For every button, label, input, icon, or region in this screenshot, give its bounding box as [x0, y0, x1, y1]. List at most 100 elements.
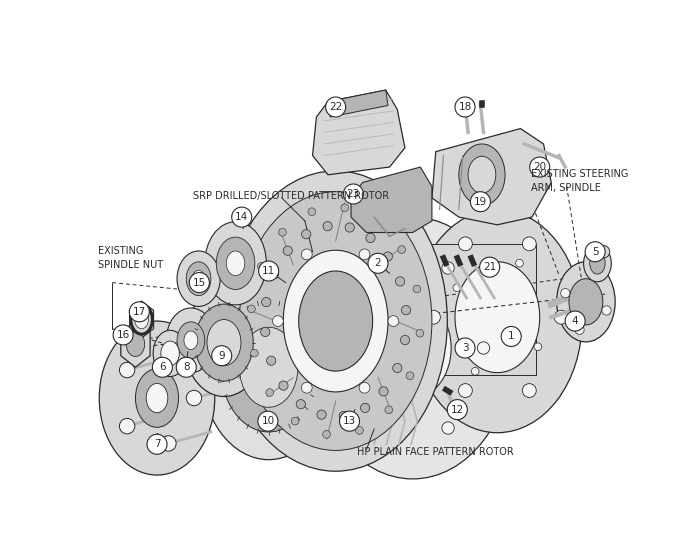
Circle shape	[232, 207, 252, 227]
Circle shape	[161, 345, 176, 360]
Circle shape	[534, 343, 542, 350]
Circle shape	[147, 434, 167, 454]
Ellipse shape	[589, 253, 606, 274]
Text: EXISTING STEERING
ARM, SPINDLE: EXISTING STEERING ARM, SPINDLE	[531, 169, 629, 193]
Circle shape	[360, 403, 370, 412]
Circle shape	[291, 417, 299, 425]
Ellipse shape	[569, 278, 603, 325]
Text: 18: 18	[458, 102, 472, 112]
Circle shape	[339, 411, 349, 421]
Polygon shape	[432, 128, 552, 225]
Ellipse shape	[135, 369, 178, 427]
Circle shape	[565, 311, 585, 331]
Circle shape	[480, 257, 500, 277]
Circle shape	[359, 249, 370, 260]
Circle shape	[302, 229, 311, 239]
Circle shape	[453, 284, 461, 291]
Text: 16: 16	[116, 330, 130, 340]
Ellipse shape	[184, 288, 264, 397]
Circle shape	[283, 246, 293, 256]
Polygon shape	[312, 90, 405, 175]
Ellipse shape	[207, 320, 241, 365]
Circle shape	[344, 184, 363, 204]
Text: 11: 11	[262, 266, 275, 276]
Circle shape	[602, 306, 611, 315]
Circle shape	[598, 246, 610, 258]
Circle shape	[262, 297, 271, 307]
Ellipse shape	[239, 192, 432, 450]
Circle shape	[258, 261, 279, 281]
Text: 12: 12	[451, 405, 464, 415]
Text: 14: 14	[235, 212, 248, 222]
Circle shape	[113, 325, 133, 345]
Circle shape	[186, 391, 202, 406]
Circle shape	[477, 342, 490, 354]
Circle shape	[359, 382, 370, 393]
Text: 21: 21	[483, 262, 496, 272]
Circle shape	[251, 349, 258, 357]
Text: HP PLAIN FACE PATTERN ROTOR: HP PLAIN FACE PATTERN ROTOR	[357, 447, 514, 457]
Circle shape	[120, 418, 135, 434]
Circle shape	[554, 310, 568, 324]
Polygon shape	[351, 167, 432, 233]
Ellipse shape	[459, 144, 505, 205]
Circle shape	[120, 362, 135, 378]
Circle shape	[296, 400, 305, 409]
Circle shape	[258, 263, 265, 270]
Text: 19: 19	[474, 197, 487, 206]
Ellipse shape	[99, 321, 215, 475]
Ellipse shape	[556, 262, 615, 342]
Circle shape	[379, 387, 389, 396]
Ellipse shape	[161, 341, 179, 365]
Ellipse shape	[239, 327, 298, 407]
Circle shape	[385, 406, 393, 413]
Circle shape	[416, 329, 423, 337]
Circle shape	[516, 259, 524, 267]
Circle shape	[455, 97, 475, 117]
Polygon shape	[130, 301, 153, 338]
Ellipse shape	[221, 302, 316, 432]
Circle shape	[302, 382, 312, 393]
Circle shape	[267, 356, 276, 365]
Text: 6: 6	[159, 362, 166, 372]
Ellipse shape	[224, 171, 447, 471]
Circle shape	[398, 246, 405, 253]
Polygon shape	[328, 90, 388, 117]
Circle shape	[279, 381, 288, 390]
Text: 7: 7	[154, 439, 160, 449]
Circle shape	[368, 253, 388, 273]
Ellipse shape	[312, 217, 512, 479]
Circle shape	[470, 192, 491, 211]
Text: 2: 2	[374, 258, 382, 268]
Circle shape	[176, 357, 196, 377]
Text: 20: 20	[533, 162, 546, 172]
Circle shape	[248, 305, 256, 312]
Ellipse shape	[299, 271, 372, 371]
Text: 23: 23	[346, 189, 360, 199]
Circle shape	[279, 228, 286, 236]
Circle shape	[471, 367, 479, 375]
Circle shape	[372, 217, 380, 225]
Ellipse shape	[193, 270, 204, 287]
Ellipse shape	[195, 304, 253, 381]
Circle shape	[308, 208, 316, 215]
Circle shape	[383, 252, 393, 261]
Circle shape	[366, 233, 375, 243]
Circle shape	[426, 310, 440, 324]
Text: 1: 1	[508, 331, 514, 341]
Circle shape	[388, 316, 399, 326]
Circle shape	[458, 384, 472, 397]
Ellipse shape	[177, 322, 204, 359]
Circle shape	[130, 302, 149, 322]
Circle shape	[189, 272, 209, 292]
Circle shape	[406, 372, 414, 379]
Ellipse shape	[204, 222, 266, 305]
Circle shape	[413, 285, 421, 293]
Circle shape	[442, 262, 454, 274]
Circle shape	[401, 306, 411, 315]
Circle shape	[561, 288, 570, 298]
Circle shape	[341, 204, 349, 211]
Ellipse shape	[134, 310, 148, 329]
Circle shape	[211, 346, 232, 365]
Circle shape	[442, 422, 454, 434]
